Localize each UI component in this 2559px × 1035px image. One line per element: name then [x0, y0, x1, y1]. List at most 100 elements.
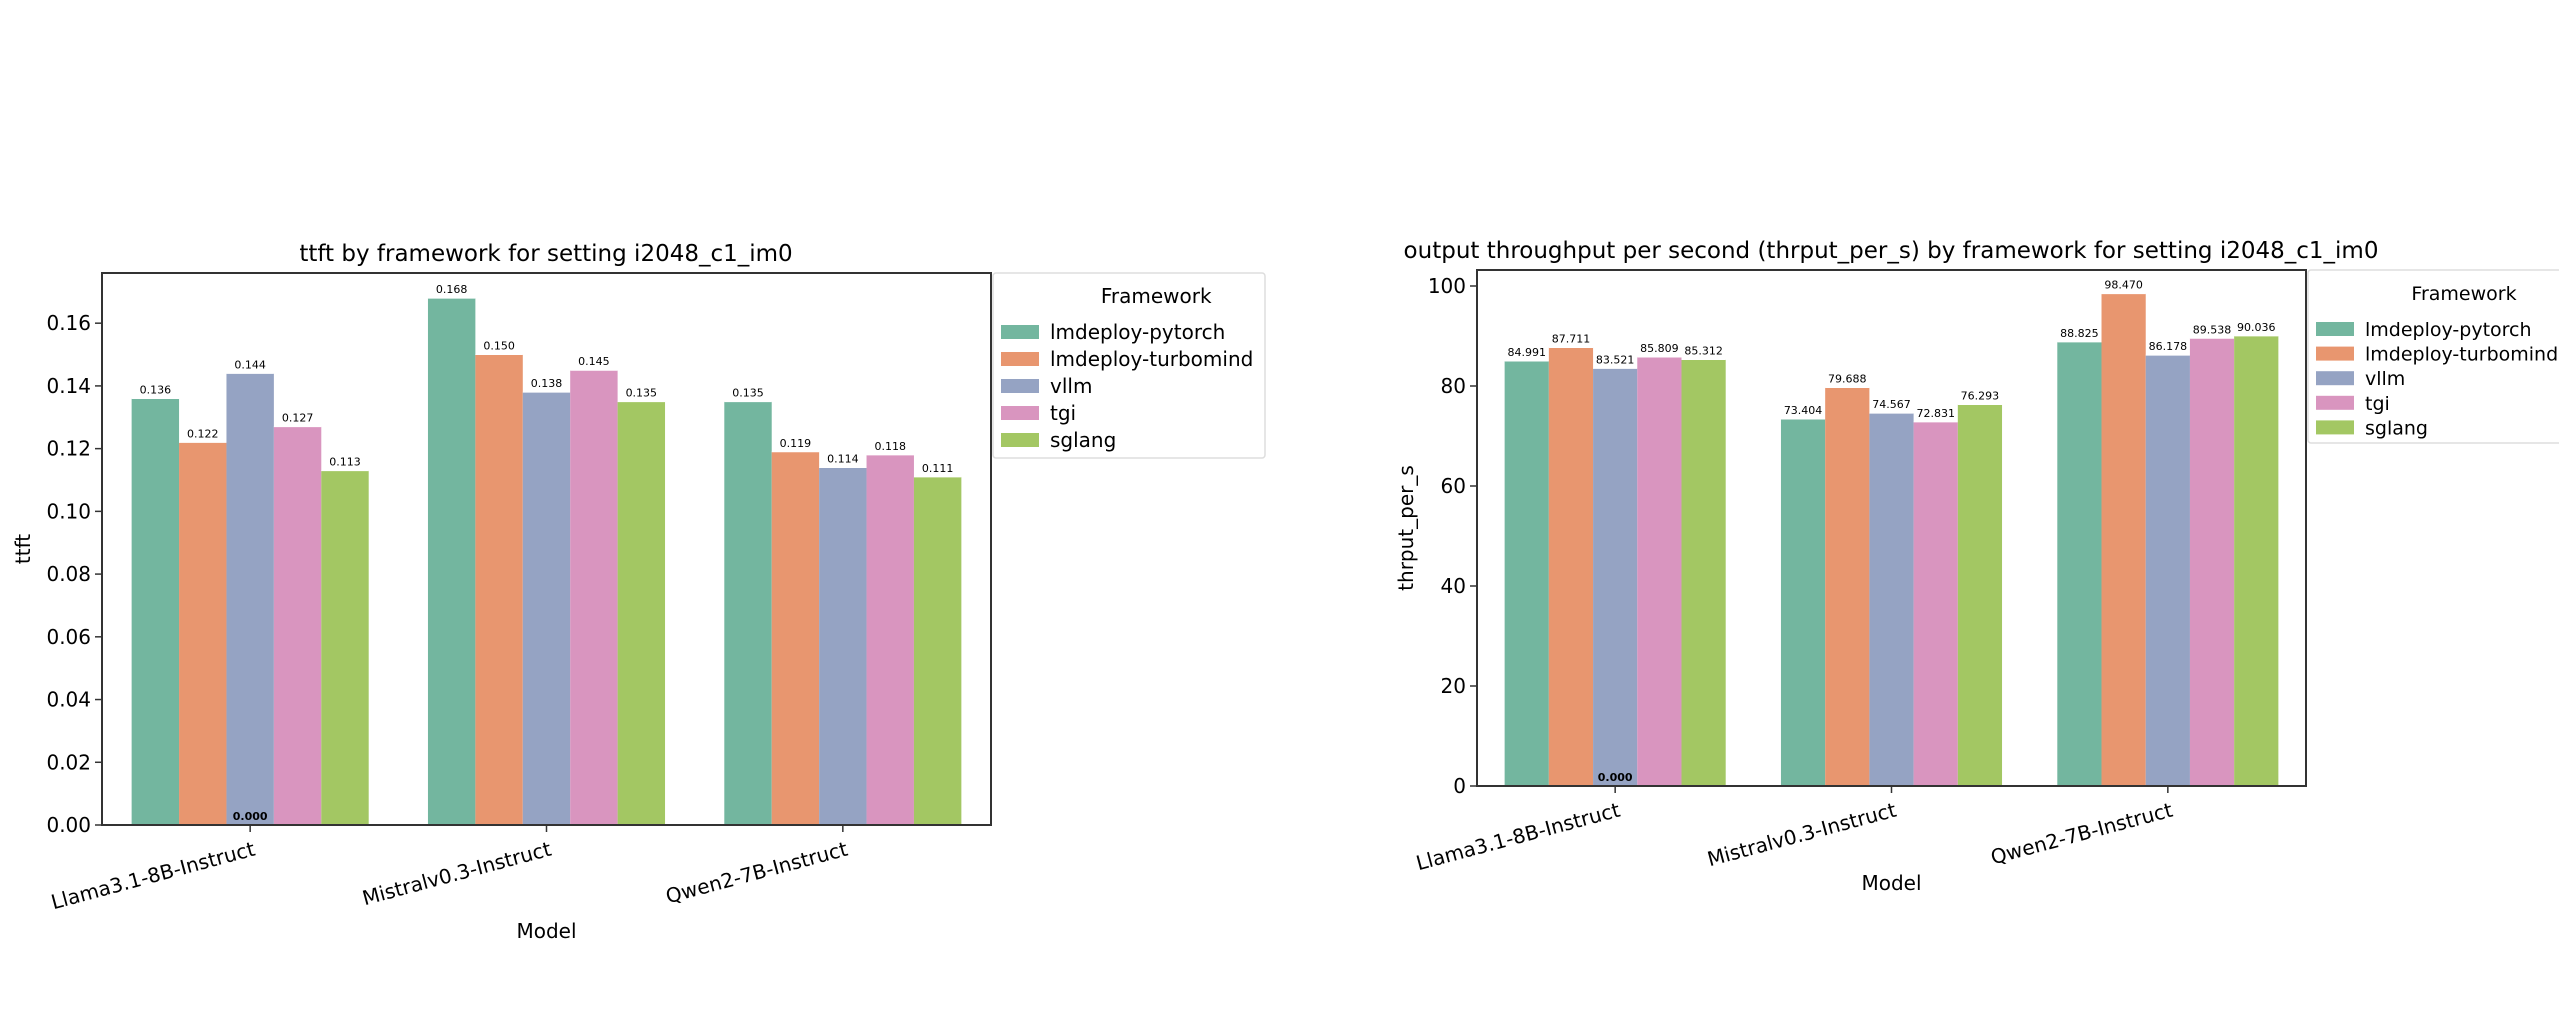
- y-tick-label: 20: [1441, 674, 1466, 698]
- x-tick-label: Mistralv0.3-Instruct: [360, 837, 554, 911]
- legend-title: Framework: [1101, 284, 1212, 308]
- legend-label: tgi: [1050, 401, 1076, 425]
- legend: Framework lmdeploy-pytorch lmdeploy-turbom…: [2307, 269, 2559, 444]
- y-tick-label: 100: [1428, 274, 1466, 298]
- x-tick-label: Mistralv0.3-Instruct: [1705, 798, 1899, 872]
- bar-value-label: 0.114: [827, 452, 859, 465]
- legend-swatch-lmdeploy-turbomind: [1001, 352, 1039, 366]
- bar-value-label: 74.567: [1872, 398, 1911, 411]
- chart-title: ttft by framework for setting i2048_c1_i…: [299, 241, 792, 267]
- legend-label: tgi: [2365, 393, 2390, 415]
- bar-lmdeploy-pytorch-0: [131, 398, 180, 825]
- bar-value-label: 79.688: [1828, 373, 1867, 386]
- y-tick-label: 0.14: [46, 374, 91, 398]
- legend-swatch-lmdeploy-pytorch: [1001, 325, 1039, 339]
- bar-tgi-1: [570, 370, 618, 825]
- bar-lmdeploy-turbomind-2: [2101, 293, 2146, 786]
- legend-label: lmdeploy-pytorch: [1050, 320, 1225, 344]
- x-axis-label: Model: [1861, 871, 1921, 895]
- legend-label: sglang: [2365, 417, 2428, 439]
- legend-swatch-tgi: [2316, 395, 2354, 410]
- bar-sglang-1: [1957, 404, 2003, 786]
- bar-vllm-0: [1593, 368, 1638, 786]
- x-tick-label: Llama3.1-8B-Instruct: [48, 837, 257, 915]
- bar-value-label: 0.135: [732, 387, 764, 400]
- y-tick-label: 0.06: [46, 625, 91, 649]
- bar-sglang-1: [617, 401, 666, 825]
- legend-swatch-vllm: [1001, 379, 1039, 393]
- bar-value-label: 0.113: [329, 456, 361, 469]
- legend-swatch-vllm: [2316, 371, 2354, 386]
- bar-vllm-2: [2145, 355, 2190, 786]
- y-tick-label: 0.16: [46, 311, 91, 335]
- legend-box: [992, 272, 1266, 459]
- y-tick-label: 0.08: [46, 562, 91, 586]
- bar-tgi-2: [866, 454, 914, 825]
- bar-annotation: 0.000: [233, 810, 268, 823]
- x-tick-label: Qwen2-7B-Instruct: [1988, 798, 2175, 870]
- bar-tgi-2: [2189, 338, 2235, 786]
- bar-value-label: 0.119: [780, 437, 812, 450]
- bar-value-label: 0.118: [874, 440, 906, 453]
- y-tick-label: 0.04: [46, 688, 91, 712]
- bar-value-label: 0.145: [578, 355, 610, 368]
- x-tick-label: Llama3.1-8B-Instruct: [1413, 798, 1622, 876]
- bar-vllm-1: [522, 392, 571, 825]
- legend-label: sglang: [1050, 428, 1116, 452]
- bar-sglang-2: [2234, 335, 2279, 786]
- bar-value-label: 90.036: [2237, 321, 2276, 334]
- bar-sglang-0: [1681, 359, 1726, 786]
- y-tick-label: 0: [1453, 774, 1466, 798]
- legend-swatch-tgi: [1001, 406, 1039, 420]
- legend-swatch-lmdeploy-pytorch: [2316, 322, 2354, 336]
- bar-value-label: 89.538: [2193, 323, 2232, 336]
- bar-value-label: 85.809: [1640, 342, 1679, 355]
- bar-value-label: 0.138: [531, 377, 563, 390]
- legend-swatch-lmdeploy-turbomind: [2316, 346, 2354, 361]
- y-tick-label: 80: [1441, 374, 1466, 398]
- bar-value-label: 0.136: [140, 383, 172, 396]
- bar-lmdeploy-turbomind-1: [475, 354, 523, 825]
- bar-value-label: 86.178: [2149, 340, 2188, 353]
- bar-vllm-2: [819, 467, 867, 825]
- bar-value-label: 72.831: [1916, 407, 1955, 420]
- bar-vllm-0: [226, 373, 274, 825]
- bar-annotation: 0.000: [1598, 771, 1633, 784]
- bar-value-label: 73.404: [1784, 404, 1823, 417]
- legend-box: [2307, 269, 2559, 444]
- y-tick-label: 0.02: [46, 750, 91, 774]
- bar-lmdeploy-pytorch-2: [2057, 341, 2102, 786]
- y-tick-label: 0.10: [46, 499, 91, 523]
- bar-value-label: 84.991: [1507, 346, 1546, 359]
- bar-tgi-0: [273, 426, 322, 825]
- chart-title: output throughput per second (thrput_per…: [1404, 238, 2379, 264]
- bar-lmdeploy-turbomind-2: [771, 451, 820, 825]
- y-axis-label: ttft: [11, 534, 35, 564]
- bar-lmdeploy-pytorch-0: [1504, 361, 1549, 786]
- bar-lmdeploy-turbomind-0: [1548, 347, 1594, 786]
- legend-title: Framework: [2411, 283, 2516, 305]
- legend: Framework lmdeploy-pytorch lmdeploy-turbom…: [992, 272, 1266, 459]
- legend-swatch-sglang: [2316, 420, 2354, 435]
- legend-label: lmdeploy-turbomind: [1050, 347, 1253, 371]
- x-tick-label: Qwen2-7B-Instruct: [663, 837, 850, 909]
- bar-value-label: 76.293: [1961, 390, 2000, 403]
- bar-lmdeploy-turbomind-1: [1825, 387, 1870, 786]
- bar-value-label: 98.470: [2104, 279, 2143, 292]
- bar-sglang-0: [321, 470, 369, 825]
- bar-value-label: 0.168: [436, 283, 468, 296]
- bar-lmdeploy-turbomind-0: [179, 442, 227, 825]
- legend-label: lmdeploy-turbomind: [2365, 344, 2558, 366]
- y-tick-label: 60: [1441, 474, 1466, 498]
- legend-swatch-sglang: [1001, 433, 1039, 447]
- chart-0: 0.136 0.168 0.135 0.122 0.150 0.119 0.144 0.138…: [11, 241, 1266, 943]
- y-tick-label: 0.12: [46, 437, 91, 461]
- legend-label: vllm: [1050, 374, 1092, 398]
- bar-value-label: 0.127: [282, 412, 314, 425]
- bar-value-label: 0.122: [187, 427, 219, 440]
- bar-vllm-1: [1869, 413, 1914, 786]
- bar-value-label: 0.111: [922, 462, 954, 475]
- x-axis-label: Model: [516, 919, 576, 943]
- bar-sglang-2: [913, 476, 962, 825]
